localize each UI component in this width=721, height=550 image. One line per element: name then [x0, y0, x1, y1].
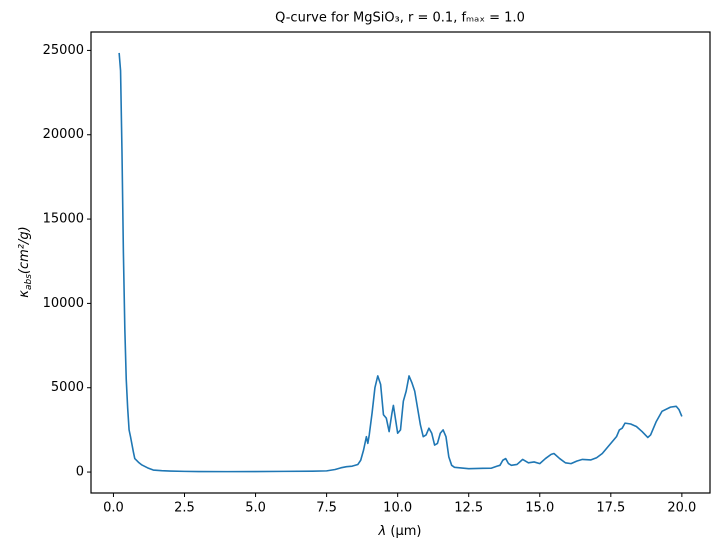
y-tick-label: 0 — [76, 465, 84, 480]
y-tick-label: 20000 — [43, 127, 84, 142]
x-label-unit: (μm) — [390, 524, 421, 539]
x-tick-label: 0.0 — [103, 501, 124, 516]
y-label-subscript: abs — [24, 274, 34, 290]
plot-frame — [90, 31, 711, 494]
chart-title: Q-curve for MgSiO₃, r = 0.1, fₘₐₓ = 1.0 — [275, 11, 525, 26]
x-tick-label: 10.0 — [383, 501, 412, 516]
x-tick-label: 17.5 — [596, 501, 625, 516]
x-tick-label: 15.0 — [525, 501, 554, 516]
x-tick-label: 20.0 — [667, 501, 696, 516]
x-tick-label: 7.5 — [316, 501, 337, 516]
x-label-symbol: λ — [378, 524, 387, 539]
y-label-unit: (cm²/g) — [17, 226, 32, 274]
x-axis-label: λ (μm) — [378, 524, 422, 539]
x-tick-label: 5.0 — [245, 501, 266, 516]
y-tick-label: 25000 — [43, 43, 84, 58]
x-tick-label: 12.5 — [454, 501, 483, 516]
y-label-symbol: κ — [17, 290, 32, 298]
y-tick-label: 5000 — [51, 380, 84, 395]
x-tick-label: 2.5 — [174, 501, 195, 516]
y-tick-label: 15000 — [43, 212, 84, 227]
y-tick-label: 10000 — [43, 296, 84, 311]
data-line — [118, 52, 683, 473]
y-axis-label: κabs(cm²/g) — [17, 226, 34, 297]
